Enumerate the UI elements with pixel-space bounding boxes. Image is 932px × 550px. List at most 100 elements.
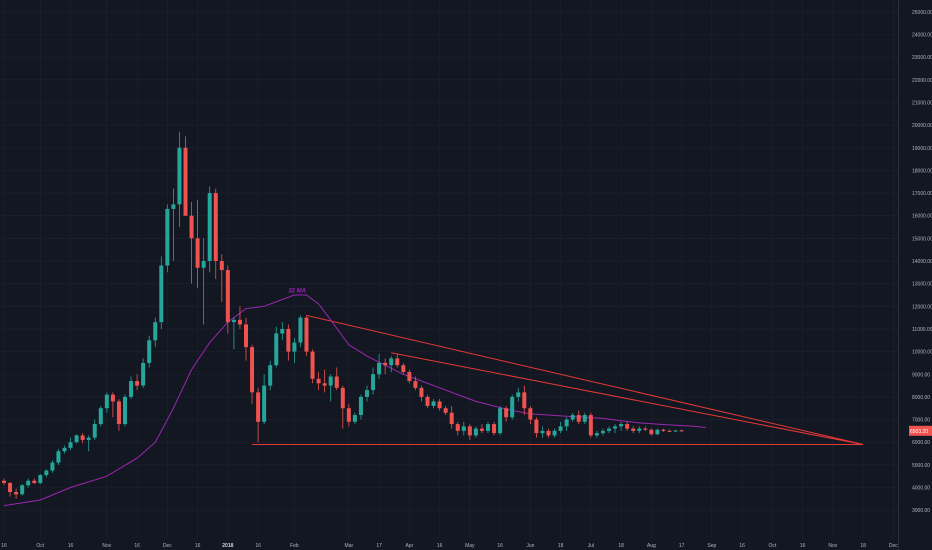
candle-body (455, 424, 460, 431)
trendlines (252, 314, 864, 445)
candle (625, 421, 630, 431)
x-tick-label: 17 (376, 543, 382, 549)
candle-body (244, 324, 248, 348)
y-tick-label: 23000.00 (912, 55, 932, 61)
time-axis[interactable]: 16 Oct 16 Nov 16 Dec 16 2018 16 Feb Mar 17 Apr 16 May 1… (1, 543, 898, 549)
x-tick-label: 17 (679, 543, 685, 549)
candle (147, 335, 152, 368)
candle (74, 434, 79, 444)
candle-body (231, 319, 236, 323)
candle (286, 324, 291, 361)
candle (92, 419, 97, 440)
candle-body (401, 365, 406, 372)
candle-body (443, 408, 448, 413)
candle (413, 376, 418, 391)
candle-body (522, 392, 527, 409)
candle-body (20, 485, 25, 495)
candle-body (637, 428, 642, 431)
y-tick-label: 9000.00 (912, 372, 930, 378)
candle-body (594, 433, 599, 436)
candle (594, 430, 599, 438)
candle (588, 412, 593, 438)
candle-body (334, 376, 339, 388)
candle (256, 387, 261, 443)
candle-body (425, 396, 430, 406)
candle-body (498, 408, 503, 434)
x-tick-label: 16 (497, 543, 503, 549)
candle (280, 322, 285, 341)
candle-body (516, 392, 521, 397)
candle (546, 428, 551, 438)
candle-body (546, 430, 551, 436)
candle (407, 369, 412, 384)
candle (473, 426, 478, 438)
candle-body (600, 430, 605, 434)
y-tick-label: 14000.00 (912, 259, 932, 265)
candle (129, 376, 134, 400)
candle (613, 424, 618, 434)
candle (86, 435, 91, 452)
candle-body (44, 470, 49, 476)
x-tick-label: Sep (707, 543, 716, 549)
candle-body (346, 408, 351, 422)
candle (171, 188, 176, 261)
candle-body (377, 362, 382, 375)
x-tick-label: 16 (68, 543, 74, 549)
candle (449, 405, 454, 429)
x-tick-label: Aug (647, 543, 656, 549)
candle-body (38, 475, 43, 483)
candle (14, 488, 19, 499)
candle (123, 394, 127, 427)
candle-body (183, 147, 188, 216)
candle-body (189, 215, 194, 239)
y-tick-label: 21000.00 (912, 100, 932, 106)
y-tick-label: 5000.00 (912, 463, 930, 469)
candle (159, 256, 164, 329)
candle-body (619, 424, 624, 427)
x-tick-label: Nov (828, 543, 837, 549)
moving-average-line (3, 294, 706, 507)
candle-body (286, 328, 291, 352)
x-tick-label: Nov (102, 543, 111, 549)
candle (365, 385, 369, 402)
candle-body (8, 482, 13, 493)
x-tick-label: 18 (618, 543, 624, 549)
candle-body (667, 430, 672, 432)
price-tag-label: 6503.20 (910, 429, 928, 435)
candle (534, 417, 539, 438)
x-tick-label: Jun (526, 543, 534, 549)
y-tick-label: 8000.00 (912, 395, 930, 401)
candle (558, 421, 563, 434)
candle (304, 315, 309, 357)
candle (528, 405, 533, 425)
x-tick-label: Apr (405, 543, 413, 549)
candle (437, 399, 442, 411)
candle (510, 394, 515, 420)
price-axis[interactable]: 3000.00 4000.00 5000.00 6000.00 7000.00 8000.… (912, 10, 932, 514)
candle-body (110, 394, 115, 402)
candle (371, 367, 376, 395)
candle-body (177, 147, 182, 205)
candle-body (467, 426, 472, 436)
candle (189, 202, 194, 284)
x-tick-label: Oct (768, 543, 776, 549)
candle-body (564, 419, 569, 427)
candle (631, 426, 636, 434)
chart-grid (0, 0, 899, 550)
candle-body (582, 415, 587, 422)
candle-body (50, 462, 55, 471)
candle (431, 399, 436, 409)
candle (443, 405, 448, 416)
candle-body (576, 415, 581, 422)
candle-body (116, 401, 121, 425)
candle-body (479, 428, 484, 431)
y-tick-label: 16000.00 (912, 214, 932, 220)
x-tick-label: 16 (739, 543, 745, 549)
candle (268, 360, 273, 391)
candle (207, 186, 212, 273)
y-tick-label: 12000.00 (912, 304, 932, 310)
candle-body (673, 430, 678, 432)
y-tick-label: 3000.00 (912, 508, 930, 514)
candle-body (461, 426, 466, 431)
